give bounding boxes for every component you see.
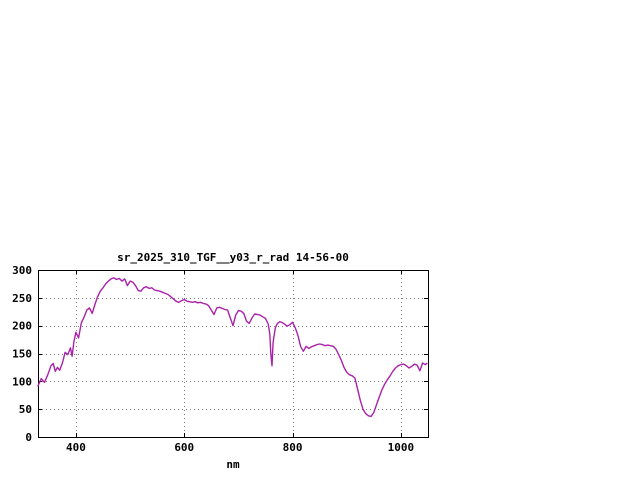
x-tick-labels: 400 600 800 1000 (66, 441, 414, 454)
y-tick-label: 150 (12, 348, 32, 361)
x-tick-label: 1000 (388, 441, 415, 454)
x-tick-label: 800 (283, 441, 303, 454)
y-tick-label: 100 (12, 375, 32, 388)
y-tick-label: 0 (25, 431, 32, 444)
y-tick-labels: 0 50 100 150 200 250 300 (12, 264, 32, 444)
y-tick-label: 250 (12, 292, 32, 305)
x-tick-label: 400 (66, 441, 86, 454)
y-tick-label: 50 (19, 403, 32, 416)
grid-lines (38, 270, 428, 437)
plot-border (38, 270, 429, 438)
axis-ticks (38, 270, 428, 438)
chart-title: sr_2025_310_TGF__y03_r_rad 14-56-00 (117, 251, 349, 264)
spectrum-line (37, 277, 428, 418)
x-tick-label: 600 (174, 441, 194, 454)
y-tick-label: 300 (12, 264, 32, 277)
y-tick-label: 200 (12, 320, 32, 333)
x-axis-unit-label: nm (226, 458, 240, 471)
